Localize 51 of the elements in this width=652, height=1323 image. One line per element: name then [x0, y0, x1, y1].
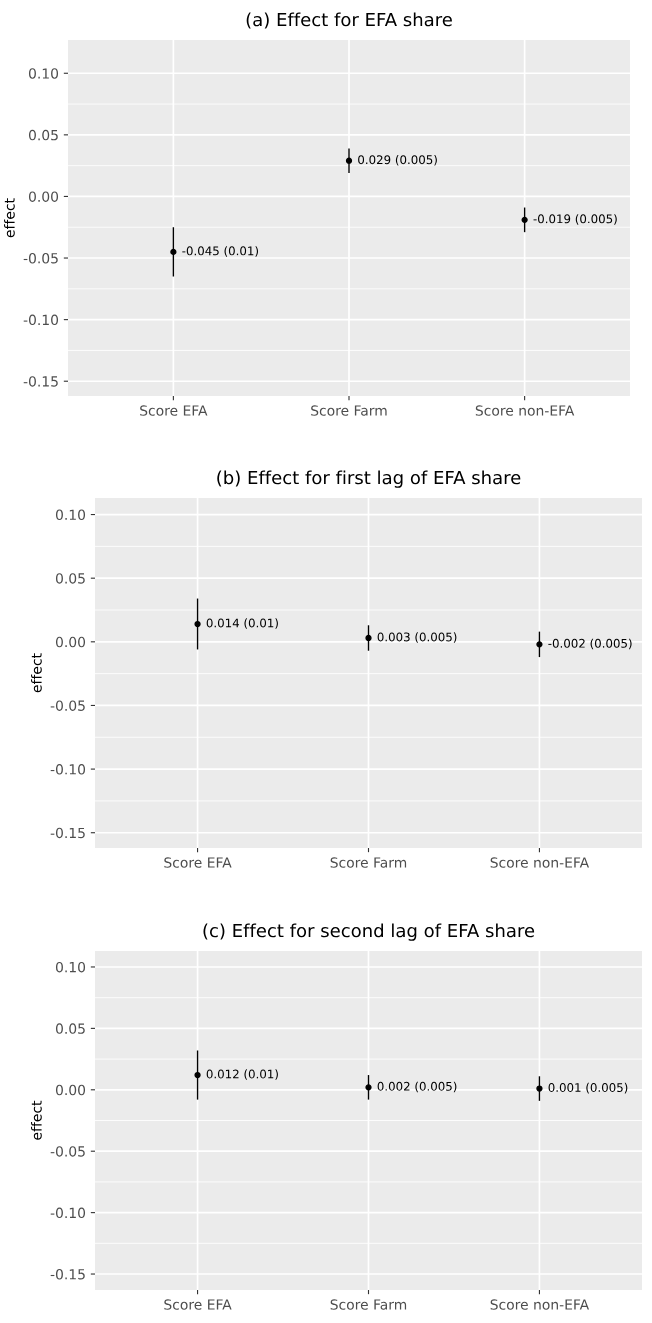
- point: [194, 620, 201, 628]
- data-label: -0.019 (0.005): [533, 214, 617, 225]
- y-tick-label: -0.10: [50, 1207, 86, 1219]
- y-tick-label: -0.10: [50, 764, 86, 775]
- data-label: 0.003 (0.005): [377, 632, 457, 643]
- x-tick-label: Score non-EFA: [490, 1299, 590, 1310]
- data-label: 0.002 (0.005): [377, 1081, 457, 1093]
- data-label: -0.002 (0.005): [548, 638, 632, 650]
- y-tick-label: 0.10: [55, 509, 86, 521]
- point: [345, 157, 353, 164]
- y-tick-label: 0.05: [55, 573, 85, 584]
- y-tick-label: 0.00: [55, 636, 86, 648]
- data-label: 0.001 (0.005): [548, 1082, 628, 1094]
- data-label: 0.014 (0.01): [206, 618, 278, 629]
- y-tick-label: 0.05: [28, 129, 58, 141]
- y-tick-label: -0.15: [23, 376, 58, 387]
- point: [365, 634, 372, 642]
- data-label: 0.012 (0.01): [206, 1069, 278, 1080]
- y-tick-label: -0.10: [23, 314, 59, 326]
- x-tick-label: Score Farm: [330, 857, 407, 868]
- x-tick-label: Score Farm: [330, 1299, 407, 1310]
- y-tick-label: -0.15: [50, 1269, 85, 1280]
- y-tick-label: 0.10: [28, 68, 59, 79]
- y-tick-label: 0.10: [55, 961, 86, 973]
- x-tick-label: Score non-EFA: [475, 405, 575, 416]
- y-tick-label: -0.15: [50, 827, 85, 839]
- data-label: -0.045 (0.01): [182, 246, 258, 257]
- y-axis-title: effect: [31, 653, 42, 693]
- x-tick-label: Score EFA: [164, 1299, 232, 1310]
- x-tick-label: Score non-EFA: [490, 857, 590, 868]
- point: [536, 641, 543, 648]
- point: [194, 1071, 201, 1079]
- x-tick-label: Score EFA: [164, 857, 232, 868]
- point: [365, 1084, 372, 1091]
- point: [521, 216, 528, 223]
- y-tick-label: -0.05: [23, 253, 58, 264]
- x-tick-label: Score Farm: [311, 405, 387, 416]
- point: [170, 248, 177, 256]
- y-axis-title: effect: [31, 1100, 42, 1140]
- y-tick-label: 0.05: [55, 1023, 85, 1034]
- chart-title: (a) Effect for EFA share: [246, 12, 452, 29]
- x-tick-label: Score EFA: [140, 405, 208, 416]
- point: [536, 1085, 543, 1092]
- chart-title: (c) Effect for second lag of EFA share: [203, 923, 535, 941]
- y-tick-label: -0.05: [50, 700, 85, 711]
- y-tick-label: -0.05: [50, 1146, 85, 1157]
- data-label: 0.029 (0.005): [358, 155, 437, 166]
- y-axis-title: effect: [4, 198, 15, 238]
- y-tick-label: 0.00: [55, 1084, 86, 1096]
- chart-title: (b) Effect for first lag of EFA share: [217, 470, 521, 488]
- y-tick-label: 0.00: [28, 191, 59, 202]
